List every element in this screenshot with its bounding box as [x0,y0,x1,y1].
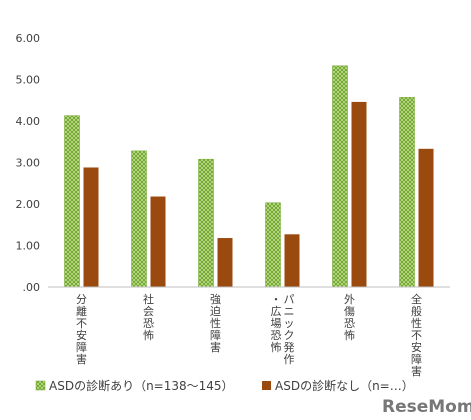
legend-swatch [35,380,46,391]
x-category-label: 全般性不安障害 [411,292,422,378]
legend-label: ASDの診断あり（n=138～145） [49,378,234,393]
x-axis: 分離不安障害 社会恐怖 強迫性障害 パニック発作・広場恐怖 外傷恐怖 全般性不安障害 [76,292,422,378]
y-tick-label: 2.00 [16,198,41,211]
x-tick-label: 外傷恐怖 [344,293,355,342]
x-tick-label: 全般性不安障害 [411,292,422,378]
bar-asd-no-1 [150,196,166,287]
watermark: ReseMom [382,397,471,417]
x-tick-label: パニック発作 [284,293,295,366]
x-category-label: 社会恐怖 [143,292,154,342]
y-tick-label: 6.00 [16,32,41,45]
x-tick-label: 分離不安障害 [76,293,87,366]
y-tick-label: 4.00 [16,115,41,128]
y-axis: .00 1.00 2.00 3.00 4.00 5.00 6.00 [16,32,41,294]
bar-asd-no-3 [284,234,300,287]
x-tick-label: 社会恐怖 [143,292,154,342]
bars [64,65,434,288]
legend-label: ASDの診断なし（n=…） [275,378,414,393]
legend-item: ASDの診断あり（n=138～145） [35,378,234,393]
bar-asd-no-5 [418,148,434,287]
y-tick-label: .00 [23,281,41,294]
legend-swatch [262,381,271,390]
x-category-label: パニック発作・広場恐怖 [271,293,295,366]
bar-asd-yes-2 [198,158,214,288]
bar-asd-yes-0 [64,115,80,288]
y-tick-label: 1.00 [16,240,41,253]
x-tick-label: 強迫性障害 [210,293,221,354]
x-category-label: 分離不安障害 [76,293,87,366]
x-category-label: 強迫性障害 [210,293,221,354]
bar-asd-no-4 [351,101,367,287]
x-category-label: 外傷恐怖 [344,293,355,342]
bar-asd-no-0 [83,167,99,287]
bar-asd-yes-5 [399,97,415,288]
bar-asd-yes-4 [332,65,348,288]
bar-asd-yes-3 [265,202,281,288]
legend-item: ASDの診断なし（n=…） [262,378,414,393]
bar-asd-yes-1 [131,150,147,288]
y-tick-label: 5.00 [16,74,41,87]
y-tick-label: 3.00 [16,157,41,170]
legend: ASDの診断あり（n=138～145） ASDの診断なし（n=…） [35,378,414,393]
bar-asd-no-2 [217,238,233,287]
x-tick-label: ・広場恐怖 [271,293,282,354]
